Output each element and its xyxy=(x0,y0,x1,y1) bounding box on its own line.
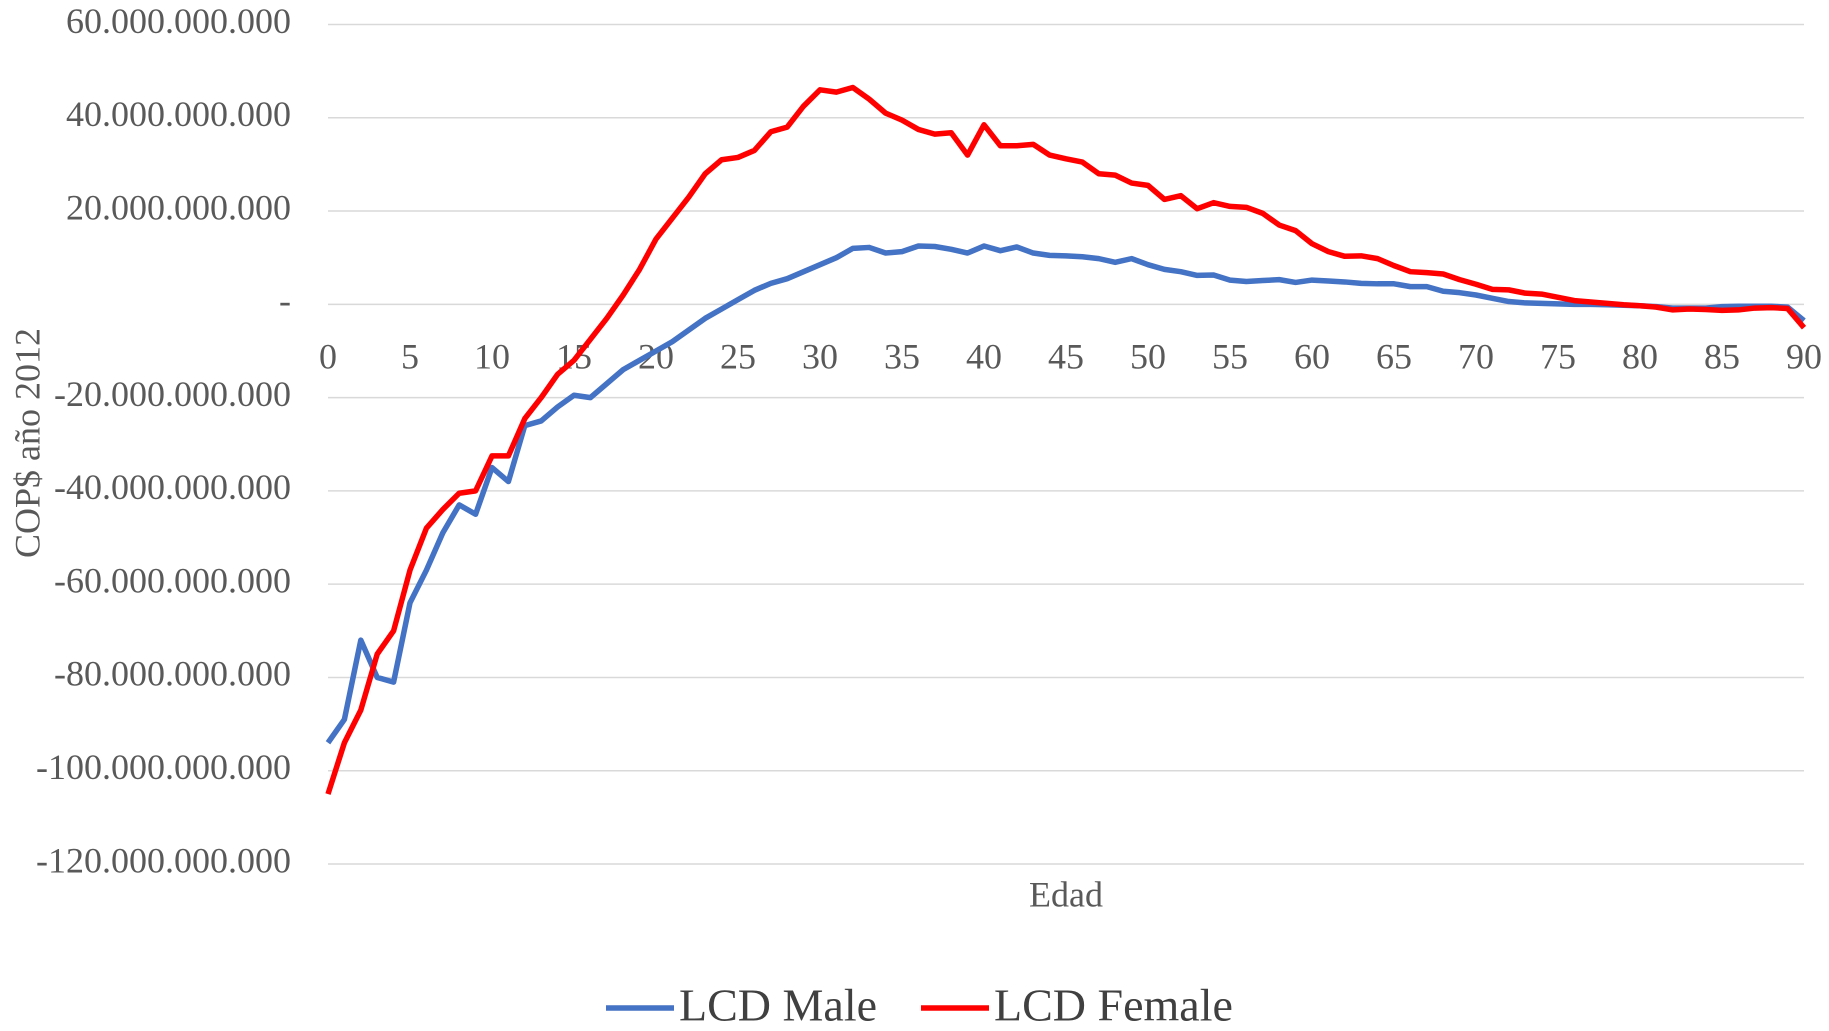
y-tick-label: - xyxy=(279,281,291,321)
y-tick-label: 40.000.000.000 xyxy=(66,94,291,134)
y-tick-label: -120.000.000.000 xyxy=(36,840,291,880)
x-tick-label: 45 xyxy=(1048,337,1084,377)
y-tick-label: 60.000.000.000 xyxy=(66,1,291,41)
x-tick-label: 65 xyxy=(1376,337,1412,377)
x-tick-label: 50 xyxy=(1130,337,1166,377)
legend-label: LCD Male xyxy=(679,980,877,1031)
legend-label: LCD Female xyxy=(994,980,1233,1031)
y-tick-label: -20.000.000.000 xyxy=(54,374,291,414)
y-tick-label: -40.000.000.000 xyxy=(54,467,291,507)
legend: LCD Male LCD Female xyxy=(606,980,1233,1031)
y-axis-label: COP$ año 2012 xyxy=(7,328,47,558)
x-tick-label: 80 xyxy=(1622,337,1658,377)
x-tick-label: 40 xyxy=(966,337,1002,377)
x-tick-label: 70 xyxy=(1458,337,1494,377)
y-tick-label: -80.000.000.000 xyxy=(54,654,291,694)
series-line xyxy=(325,243,1806,745)
x-tick-label: 5 xyxy=(401,337,419,377)
x-tick-label: 85 xyxy=(1704,337,1740,377)
x-axis-label: Edad xyxy=(1029,874,1103,914)
x-tick-label: 25 xyxy=(720,337,756,377)
y-tick-label: 20.000.000.000 xyxy=(66,187,291,227)
x-tick-label: 90 xyxy=(1786,337,1822,377)
x-tick-label: 55 xyxy=(1212,337,1248,377)
x-tick-label: 60 xyxy=(1294,337,1330,377)
y-tick-label: -60.000.000.000 xyxy=(54,560,291,600)
x-tick-label: 30 xyxy=(802,337,838,377)
x-tick-label: 75 xyxy=(1540,337,1576,377)
x-tick-label: 10 xyxy=(474,337,510,377)
x-tick-label: 35 xyxy=(884,337,920,377)
series-line xyxy=(325,84,1807,795)
x-tick-label: 0 xyxy=(319,337,337,377)
y-tick-label: -100.000.000.000 xyxy=(36,747,291,787)
